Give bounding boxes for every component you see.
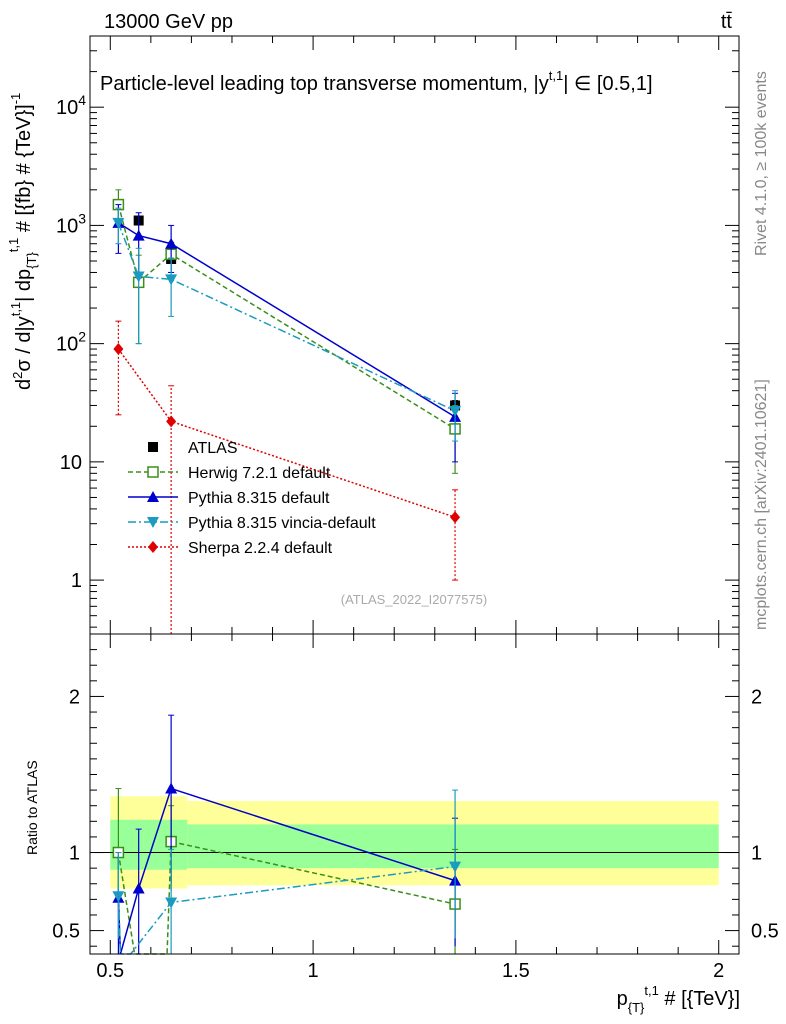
vincia-line <box>117 222 456 412</box>
series-pythia <box>112 204 462 463</box>
legend-entry-atlas: ATLAS <box>148 440 238 457</box>
series-herwig <box>112 189 461 474</box>
mcplots-label: mcplots.cern.ch [arXiv:2401.10621] <box>753 379 770 630</box>
ratio-pythia-point <box>132 882 145 894</box>
energy-label: 13000 GeV pp <box>104 11 233 33</box>
pythia-point <box>165 237 178 249</box>
legend-entry-vincia: Pythia 8.315 vincia-default <box>128 515 376 532</box>
legend-label-sherpa: Sherpa 2.2.4 default <box>188 540 333 557</box>
ratio-ticks: 0.5 0.5 1 1 2 2 0.5 1 1.5 2 <box>52 634 779 982</box>
legend-marker-atlas <box>148 442 158 452</box>
ratio-vincia-point <box>112 891 125 903</box>
ratio-y-tick-label-right: 0.5 <box>751 921 779 943</box>
sherpa-point <box>113 343 124 356</box>
y-tick-label: 102 <box>56 329 86 356</box>
sherpa-point <box>166 415 177 428</box>
vincia-point <box>165 274 178 286</box>
ratio-bands <box>110 796 719 889</box>
legend-label-herwig: Herwig 7.2.1 default <box>188 465 331 482</box>
vincia-point <box>112 217 125 229</box>
main-ticks: 1 10 102 103 104 <box>56 35 739 634</box>
ratio-vincia-point <box>165 897 178 909</box>
chart-title: Particle-level leading top transverse mo… <box>100 68 653 95</box>
y-tick-label: 1 <box>71 570 82 592</box>
ratio-band-inner <box>187 824 719 869</box>
legend: ATLAS Herwig 7.2.1 default Pythia 8.315 … <box>128 440 376 557</box>
vincia-point <box>132 271 145 283</box>
legend-entry-sherpa: Sherpa 2.2.4 default <box>128 540 333 557</box>
ratio-panel: 0.5 0.5 1 1 2 2 0.5 1 1.5 2 Ratio to ATLAS p{T}t,… <box>24 633 779 1015</box>
legend-marker-pythia <box>147 491 159 502</box>
analysis-reference: (ATLAS_2022_I2077575) <box>341 592 487 607</box>
ratio-curves <box>112 714 462 955</box>
x-tick-label: 0.5 <box>96 960 124 982</box>
legend-label-pythia: Pythia 8.315 default <box>188 490 330 507</box>
series-atlas <box>113 199 461 412</box>
ratio-pythia-point <box>165 782 178 794</box>
ratio-y-tick-label: 1 <box>69 843 80 865</box>
series-sherpa <box>113 320 461 634</box>
x-axis-label: p{T}t,1 # [{TeV}] <box>617 983 740 1015</box>
rivet-label: Rivet 4.1.0, ≥ 100k events <box>753 71 770 256</box>
process-label: tt̄ <box>721 11 733 33</box>
herwig-line <box>117 204 456 430</box>
main-y-axis-label: d2σ / d|yt,1| dp{T}t,1 # [{fb} # {TeV}]-… <box>6 93 39 390</box>
ratio-y-tick-label: 0.5 <box>52 921 80 943</box>
legend-label-atlas: ATLAS <box>188 440 238 457</box>
x-tick-label: 1 <box>308 960 319 982</box>
legend-entry-herwig: Herwig 7.2.1 default <box>128 465 331 482</box>
pythia-point <box>132 229 145 241</box>
ratio-y-tick-label: 2 <box>69 686 80 708</box>
legend-marker-herwig <box>147 466 159 478</box>
ratio-frame <box>89 633 740 955</box>
x-tick-label: 1.5 <box>502 960 530 982</box>
vincia-point <box>449 405 462 417</box>
legend-entry-pythia: Pythia 8.315 default <box>128 490 330 507</box>
pythia-line <box>117 222 456 418</box>
y-tick-label: 10 <box>60 452 82 474</box>
legend-marker-sherpa <box>148 541 158 553</box>
y-tick-label: 104 <box>56 92 86 119</box>
ratio-y-axis-label: Ratio to ATLAS <box>24 760 40 855</box>
series-vincia <box>112 207 462 442</box>
legend-label-vincia: Pythia 8.315 vincia-default <box>188 515 376 532</box>
legend-marker-vincia <box>147 517 159 528</box>
ratio-y-tick-label-right: 2 <box>751 686 762 708</box>
y-tick-label: 103 <box>56 210 86 237</box>
sherpa-point <box>450 511 461 524</box>
main-panel: 1 10 102 103 104 Particle-level leading top … <box>6 35 740 635</box>
main-curves <box>112 189 462 634</box>
ratio-y-tick-label-right: 1 <box>751 843 762 865</box>
x-tick-label: 2 <box>713 960 724 982</box>
ratio-vincia-point <box>449 861 462 873</box>
